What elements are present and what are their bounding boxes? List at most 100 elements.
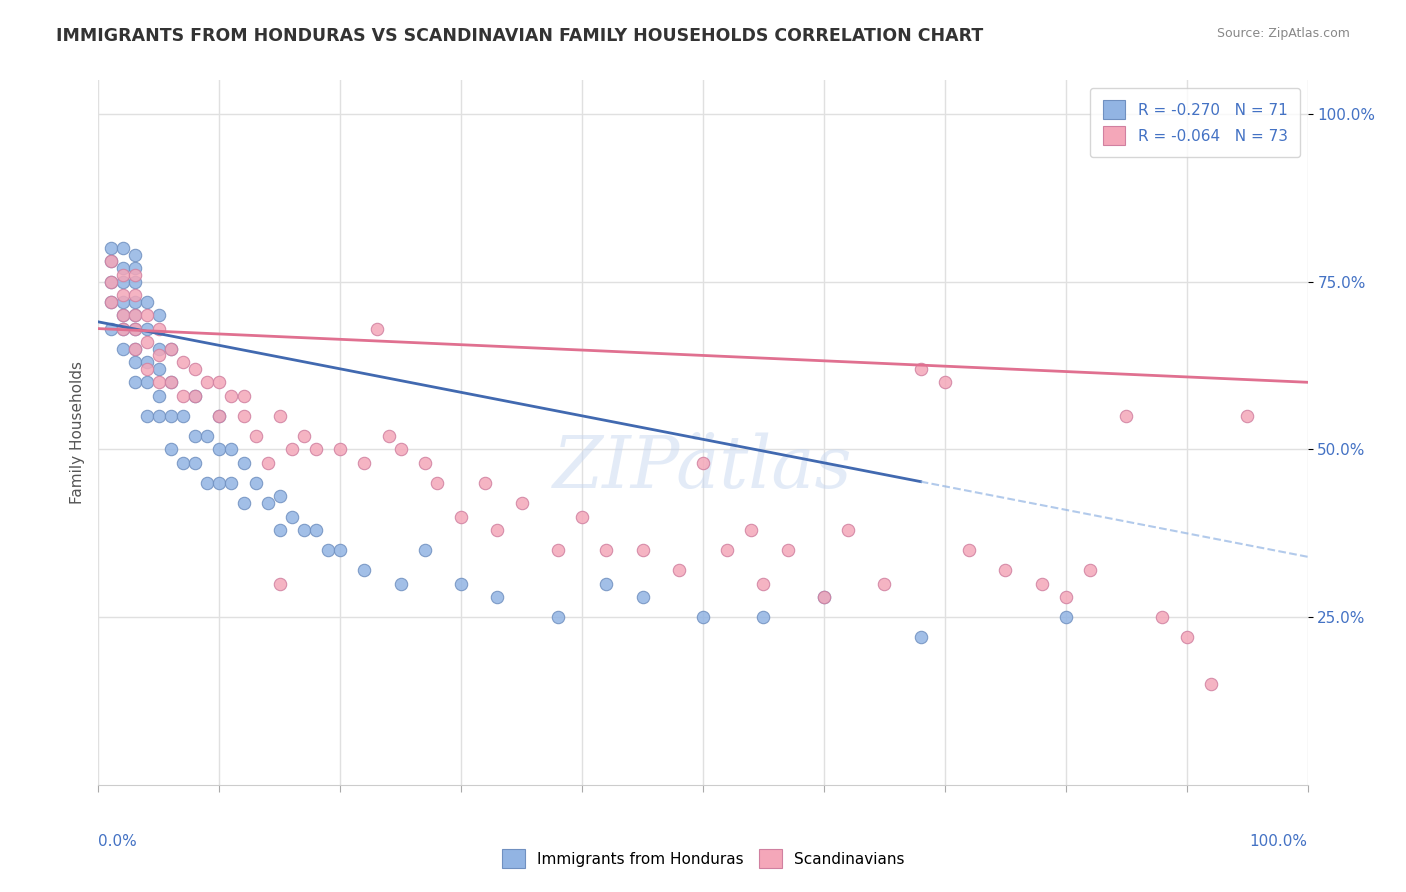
Point	[195, 429, 218, 443]
Point	[752, 576, 775, 591]
Point	[221, 442, 243, 457]
Point	[1199, 677, 1222, 691]
Point	[631, 590, 654, 604]
Point	[232, 389, 254, 403]
Point	[172, 389, 194, 403]
Point	[486, 590, 509, 604]
Point	[547, 543, 569, 558]
Point	[813, 590, 835, 604]
Point	[124, 321, 146, 335]
Text: 100.0%: 100.0%	[1250, 834, 1308, 849]
Point	[124, 268, 146, 282]
Point	[366, 321, 388, 335]
Point	[256, 456, 278, 470]
Point	[595, 543, 617, 558]
Point	[124, 308, 146, 322]
Point	[329, 543, 352, 558]
Point	[100, 321, 122, 335]
Point	[1054, 610, 1077, 624]
Point	[111, 342, 134, 356]
Point	[184, 389, 207, 403]
Point	[148, 308, 170, 322]
Point	[135, 308, 157, 322]
Point	[595, 576, 617, 591]
Point	[111, 268, 134, 282]
Point	[135, 362, 157, 376]
Point	[124, 294, 146, 309]
Point	[353, 456, 375, 470]
Point	[160, 409, 183, 423]
Point	[111, 261, 134, 276]
Point	[221, 389, 243, 403]
Point	[160, 442, 183, 457]
Point	[910, 630, 932, 644]
Point	[269, 576, 291, 591]
Point	[232, 496, 254, 510]
Point	[160, 376, 183, 390]
Point	[148, 389, 170, 403]
Point	[111, 321, 134, 335]
Point	[148, 342, 170, 356]
Point	[1054, 590, 1077, 604]
Point	[934, 376, 956, 390]
Point	[124, 321, 146, 335]
Point	[957, 543, 980, 558]
Point	[256, 496, 278, 510]
Point	[124, 355, 146, 369]
Point	[148, 348, 170, 362]
Legend: Immigrants from Honduras, Scandinavians: Immigrants from Honduras, Scandinavians	[494, 841, 912, 875]
Point	[184, 456, 207, 470]
Point	[148, 409, 170, 423]
Point	[1031, 576, 1053, 591]
Point	[329, 442, 352, 457]
Point	[100, 275, 122, 289]
Point	[124, 288, 146, 302]
Point	[269, 409, 291, 423]
Point	[172, 355, 194, 369]
Point	[631, 543, 654, 558]
Point	[1115, 409, 1137, 423]
Point	[486, 523, 509, 537]
Point	[135, 294, 157, 309]
Point	[389, 576, 412, 591]
Point	[148, 376, 170, 390]
Point	[124, 275, 146, 289]
Point	[100, 254, 122, 268]
Point	[232, 409, 254, 423]
Point	[135, 334, 157, 349]
Point	[510, 496, 533, 510]
Point	[100, 254, 122, 268]
Point	[195, 475, 218, 490]
Point	[269, 523, 291, 537]
Point	[692, 610, 714, 624]
Point	[135, 376, 157, 390]
Point	[124, 248, 146, 262]
Point	[124, 342, 146, 356]
Point	[377, 429, 399, 443]
Point	[124, 261, 146, 276]
Point	[135, 409, 157, 423]
Point	[208, 475, 231, 490]
Point	[450, 576, 472, 591]
Point	[292, 429, 315, 443]
Text: ZIPätlas: ZIPätlas	[553, 433, 853, 503]
Legend: R = -0.270   N = 71, R = -0.064   N = 73: R = -0.270 N = 71, R = -0.064 N = 73	[1091, 88, 1301, 157]
Point	[208, 409, 231, 423]
Point	[305, 442, 328, 457]
Point	[269, 489, 291, 503]
Point	[172, 409, 194, 423]
Point	[124, 376, 146, 390]
Point	[910, 362, 932, 376]
Point	[245, 475, 267, 490]
Point	[160, 342, 183, 356]
Point	[1078, 563, 1101, 577]
Point	[716, 543, 738, 558]
Point	[232, 456, 254, 470]
Point	[305, 523, 328, 537]
Y-axis label: Family Households: Family Households	[69, 361, 84, 504]
Point	[111, 308, 134, 322]
Point	[281, 442, 304, 457]
Point	[148, 321, 170, 335]
Point	[1236, 409, 1258, 423]
Point	[100, 294, 122, 309]
